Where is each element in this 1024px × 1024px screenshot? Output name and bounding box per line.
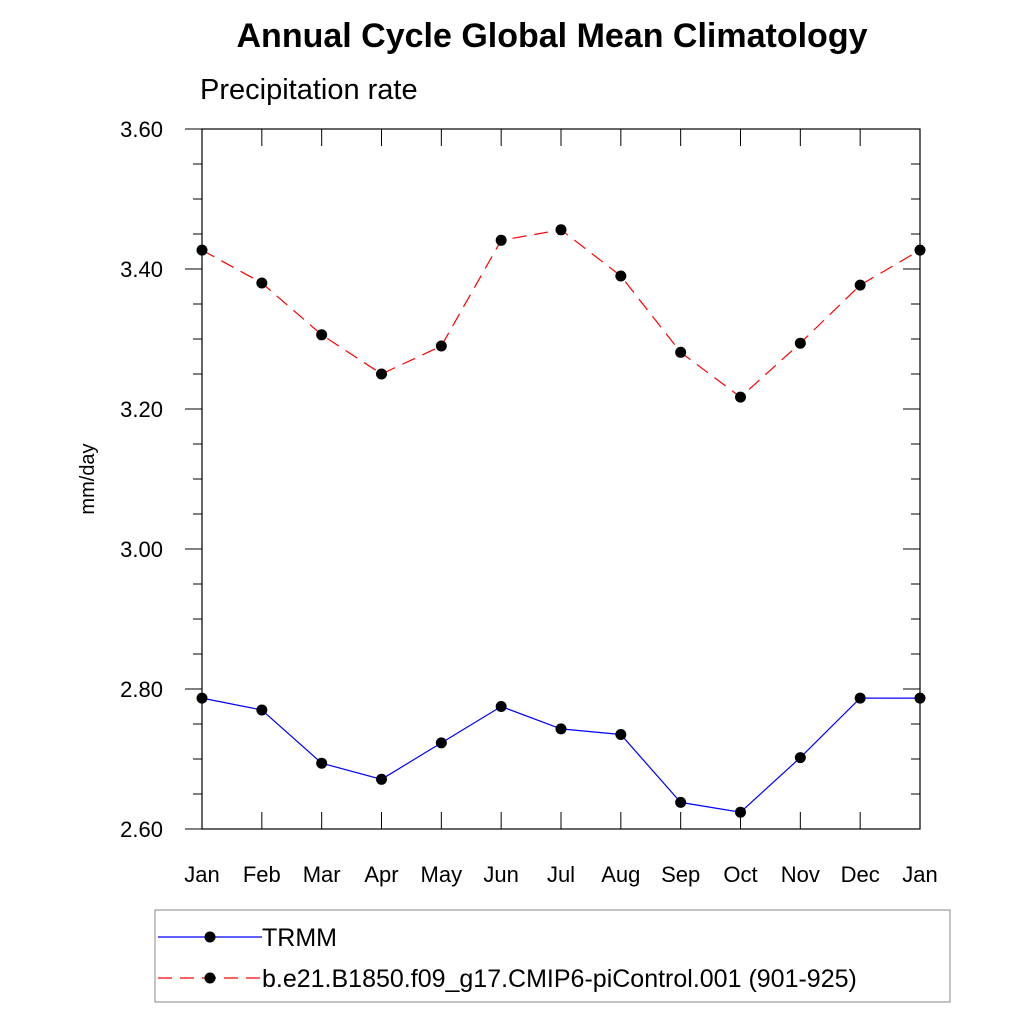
- series-0-point: [316, 757, 328, 769]
- series-line-1: [201, 229, 921, 398]
- x-tick-label: Jul: [547, 862, 575, 887]
- series-0-point: [256, 704, 268, 716]
- x-tick-label: Aug: [601, 862, 640, 887]
- series-0-point: [196, 692, 208, 704]
- y-tick-label: 2.60: [120, 817, 163, 842]
- x-tick-label: Jan: [902, 862, 937, 887]
- chart-title: Annual Cycle Global Mean Climatology: [237, 17, 868, 55]
- legend-marker-0: [204, 931, 216, 943]
- series-1-point: [615, 270, 627, 282]
- series-1-point: [495, 234, 507, 246]
- x-tick-label: Jan: [184, 862, 219, 887]
- legend-label-1: b.e21.B1850.f09_g17.CMIP6-piControl.001 …: [262, 965, 857, 993]
- series-1-point: [316, 329, 328, 341]
- x-tick-label: Dec: [841, 862, 880, 887]
- x-tick-label: Jun: [483, 862, 518, 887]
- y-axis-label: mm/day: [77, 443, 99, 514]
- series-0-point: [794, 752, 806, 764]
- series-0-point: [735, 806, 746, 818]
- y-tick-label: 3.00: [120, 537, 163, 562]
- series-1-point: [794, 337, 806, 349]
- chart-subtitle: Precipitation rate: [200, 74, 418, 106]
- series-1-point: [376, 368, 387, 380]
- series-0-point: [495, 701, 507, 712]
- y-tick-label: 3.20: [120, 397, 163, 422]
- series-1-point: [735, 391, 746, 403]
- legend-marker-1: [204, 972, 216, 984]
- series-0-point: [615, 729, 627, 740]
- y-tick-label: 3.60: [120, 117, 163, 142]
- series-0-point: [675, 796, 687, 808]
- series-1-point: [675, 346, 687, 358]
- x-tick-label: Sep: [661, 862, 700, 887]
- legend-label-0: TRMM: [262, 924, 337, 952]
- x-tick-label: Apr: [364, 862, 398, 887]
- series-0-point: [854, 692, 866, 704]
- series-layer: [196, 224, 926, 818]
- series-1-point: [555, 224, 567, 236]
- series-1-point: [256, 277, 268, 289]
- series-1-point: [435, 340, 447, 352]
- series-1-point: [196, 244, 208, 256]
- y-tick-label: 3.40: [120, 257, 163, 282]
- series-0-point: [376, 773, 387, 785]
- x-tick-label: Mar: [303, 862, 341, 887]
- axis-ticks: Jan Feb Mar Apr May Jun Jul Aug Sep Oct Nov Dec Jan 2…: [120, 117, 938, 887]
- y-tick-label: 2.80: [120, 677, 163, 702]
- series-line-0: [201, 697, 920, 813]
- series-0-point: [555, 723, 567, 735]
- legend-box: [154, 909, 951, 1003]
- x-tick-label: May: [421, 862, 463, 887]
- x-tick-label: Feb: [243, 862, 281, 887]
- series-1-point: [914, 244, 926, 256]
- x-tick-label: Nov: [781, 862, 820, 887]
- series-0-point: [914, 692, 926, 704]
- series-1-point: [854, 279, 866, 291]
- legend: TRMM b.e21.B1850.f09_g17.CMIP6-piControl.…: [158, 924, 857, 993]
- series-0-point: [435, 737, 447, 749]
- x-tick-label: Oct: [723, 862, 757, 887]
